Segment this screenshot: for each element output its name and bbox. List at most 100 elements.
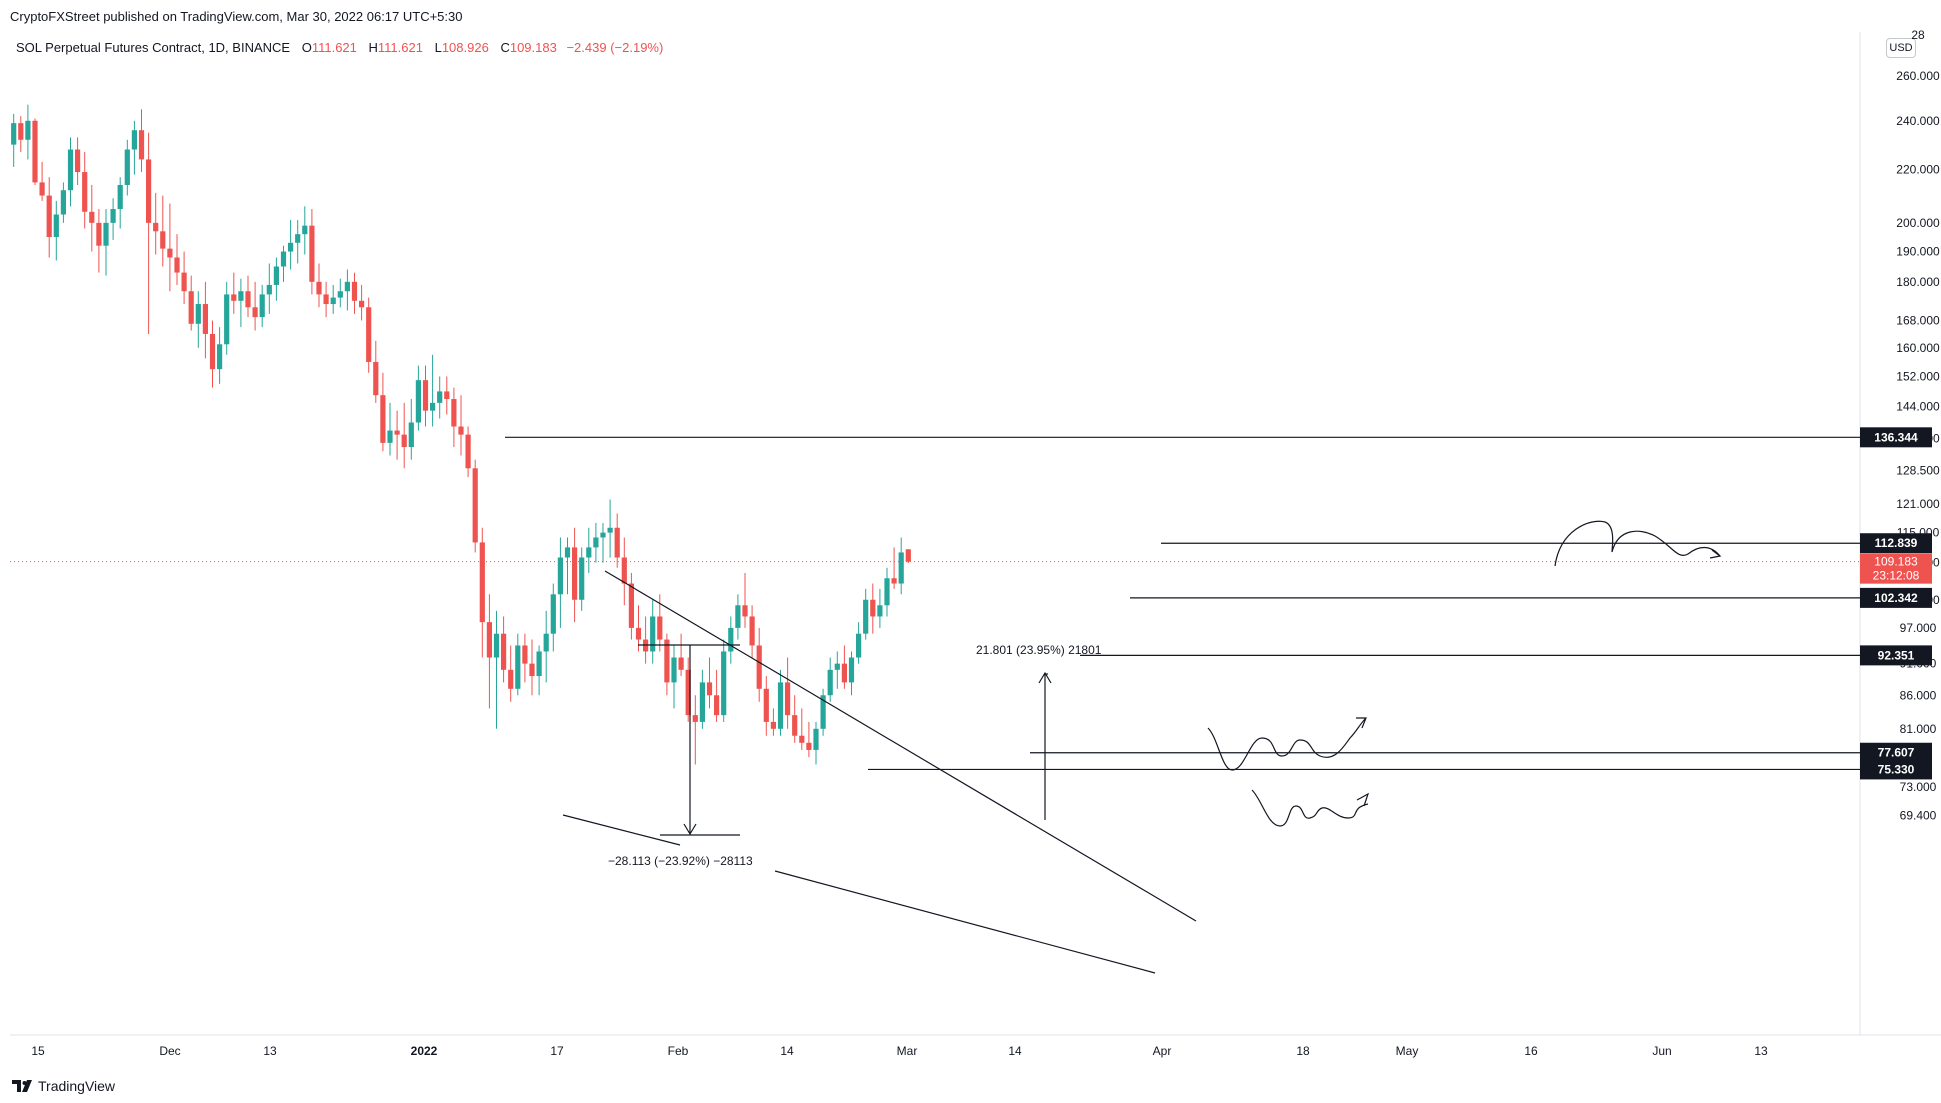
candle-body: [96, 222, 102, 246]
candle-body: [579, 557, 585, 600]
symbol-legend: SOL Perpetual Futures Contract, 1D, BINA…: [16, 40, 663, 55]
candle-body: [785, 682, 791, 716]
time-tick-label: 14: [1008, 1044, 1022, 1058]
candle-body: [217, 344, 223, 370]
measure-down-label: −28.113 (−23.92%) −28113: [608, 854, 753, 868]
candle-body: [259, 294, 265, 318]
price-tick-label: 200.000: [1896, 216, 1940, 230]
candle-body: [53, 214, 59, 238]
price-tick-label: 81.000: [1900, 722, 1937, 736]
price-tick-label: 28: [1911, 28, 1925, 42]
candle-body: [685, 669, 691, 716]
candle-body: [89, 211, 95, 223]
support-trendline-small: [562, 814, 681, 846]
candle-body: [863, 599, 869, 634]
candle-body: [586, 547, 592, 558]
price-tick-label: 86.000: [1900, 688, 1937, 702]
projection-path-136: [1554, 520, 1722, 567]
candle-body: [330, 297, 336, 305]
candle-body: [337, 291, 343, 298]
candle-body: [316, 281, 322, 295]
price-tick-label: 128.500: [1896, 463, 1940, 477]
level-label: 75.330: [1878, 762, 1915, 776]
candle-body: [515, 645, 521, 689]
price-tick-label: 97.000: [1900, 621, 1937, 635]
candle-body: [728, 627, 734, 652]
candle-body: [806, 742, 812, 750]
time-axis[interactable]: 15 Dec 13 2022 17 Feb 14 Mar 14 Apr 18 May 16 Jun 13: [31, 1044, 1768, 1058]
level-tag: [1860, 759, 1932, 780]
candle-body: [600, 532, 606, 538]
price-tick-label: 190.000: [1896, 245, 1940, 259]
price-tick-label: 220.000: [1896, 163, 1940, 177]
candle-body: [67, 149, 74, 191]
price-tick-label: 180.000: [1896, 275, 1940, 289]
candle-body: [671, 657, 677, 683]
price-tick-label: 168.000: [1896, 313, 1940, 327]
price-tick-label: 121.000: [1896, 497, 1940, 511]
candle-body: [827, 669, 833, 696]
last-price-value: 109.183: [1874, 555, 1918, 569]
candle-body: [224, 294, 230, 345]
candle-body: [323, 294, 329, 305]
candle-body: [877, 605, 883, 617]
time-tick-label: May: [1396, 1044, 1419, 1058]
legend-symbol[interactable]: SOL Perpetual Futures Contract, 1D, BINA…: [16, 40, 291, 55]
horizontal-levels[interactable]: 136.344 112.839 102.342 92.351 77.607 75.330: [505, 427, 1932, 780]
candle-body: [898, 552, 904, 584]
candle-body: [32, 120, 38, 183]
freehand-projection-drawings: [1207, 520, 1722, 827]
time-tick-label: 2022: [411, 1044, 438, 1058]
candle-body: [486, 622, 492, 658]
candle-body: [351, 281, 358, 301]
time-tick-label: Apr: [1153, 1044, 1172, 1058]
time-tick-label: 13: [263, 1044, 277, 1058]
candle-body: [146, 159, 152, 223]
candle-body: [621, 557, 627, 584]
time-tick-label: 18: [1296, 1044, 1310, 1058]
candle-body: [138, 130, 145, 160]
price-tick-label: 69.400: [1900, 808, 1937, 822]
candle-body: [508, 669, 514, 689]
candle-body: [188, 291, 194, 324]
time-tick-label: 17: [550, 1044, 564, 1058]
candle-body: [650, 616, 656, 652]
candle-body: [387, 430, 393, 443]
currency-button[interactable]: USD: [1886, 38, 1916, 58]
price-tick-label: 73.000: [1900, 780, 1937, 794]
candle-body: [756, 645, 762, 689]
candle-body: [891, 578, 897, 584]
level-label: 112.839: [1875, 536, 1918, 550]
candle-body: [195, 304, 201, 324]
price-axis[interactable]: 69.40073.00081.00086.00091.00097.000102.…: [1896, 28, 1940, 822]
candle-body: [529, 663, 535, 677]
tradingview-logo-icon[interactable]: [12, 1078, 34, 1094]
level-tag: [1860, 742, 1932, 763]
time-tick-label: Feb: [668, 1044, 689, 1058]
candle-body: [777, 682, 784, 729]
candle-body: [593, 537, 599, 548]
candle-body: [160, 231, 166, 249]
candle-body: [60, 190, 66, 215]
candle-body: [870, 599, 876, 617]
candle-body: [763, 688, 769, 722]
candle-body: [614, 527, 620, 558]
candle-body: [437, 391, 443, 403]
price-tick-label: 144.000: [1896, 400, 1940, 414]
candle-body: [841, 663, 847, 683]
level-label: 77.607: [1878, 746, 1915, 760]
price-tick-label: 240.000: [1896, 114, 1940, 128]
candle-body: [75, 149, 81, 173]
tradingview-brand[interactable]: TradingView: [38, 1078, 116, 1094]
level-tag: [1860, 533, 1932, 554]
candle-body: [813, 728, 819, 750]
measure-tool-down: [638, 644, 740, 836]
candles-series: [11, 104, 911, 765]
candle-body: [202, 304, 208, 334]
candle-body: [721, 651, 727, 716]
level-tag: [1860, 587, 1932, 608]
candle-body: [124, 149, 130, 185]
candle-body: [295, 234, 301, 243]
candle-body: [543, 633, 549, 652]
